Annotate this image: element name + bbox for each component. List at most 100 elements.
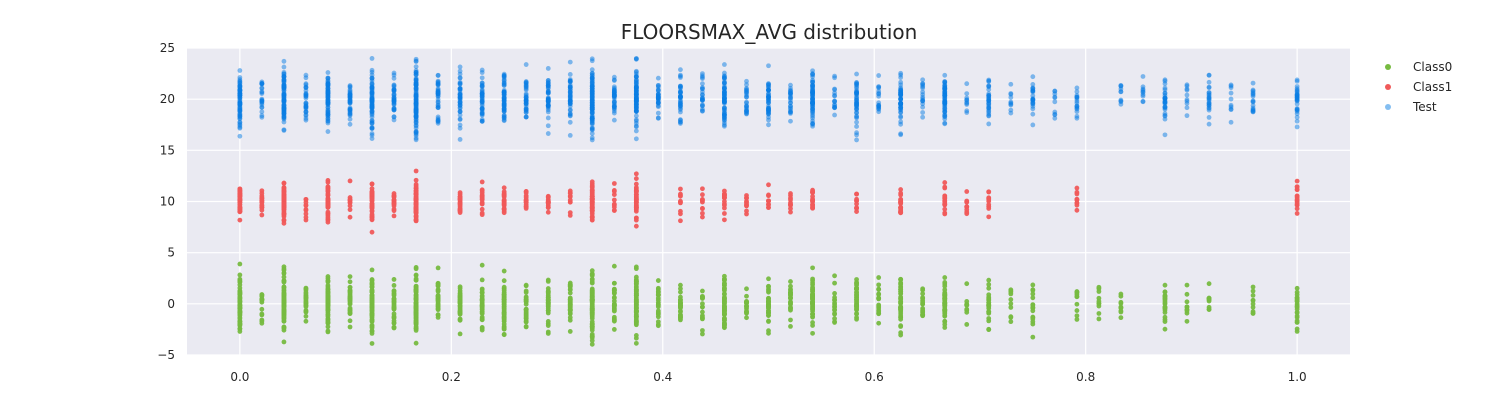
data-point (1250, 98, 1256, 104)
data-point (501, 107, 507, 113)
data-point (303, 197, 309, 202)
data-point (501, 311, 507, 317)
data-point (744, 94, 749, 100)
data-point (832, 93, 837, 99)
data-point (501, 75, 507, 81)
data-point (347, 207, 353, 213)
y-tick-label: 5 (167, 246, 175, 260)
data-point (942, 210, 948, 216)
data-point (986, 78, 992, 84)
data-point (854, 94, 859, 100)
data-point (898, 82, 904, 88)
data-point (898, 105, 904, 111)
data-point (678, 85, 683, 91)
data-point (678, 107, 683, 112)
data-point (633, 292, 639, 298)
data-point (391, 283, 397, 288)
data-point (964, 211, 970, 217)
data-point (898, 282, 904, 287)
data-point (479, 286, 485, 292)
data-point (876, 286, 882, 292)
data-point (1162, 314, 1168, 320)
data-point (1074, 106, 1080, 112)
data-point (1074, 191, 1080, 197)
data-point (964, 97, 970, 103)
data-point (259, 207, 265, 213)
data-point (347, 121, 353, 127)
data-point (347, 178, 353, 184)
data-point (611, 88, 617, 94)
data-point (678, 313, 683, 319)
data-point (1118, 83, 1124, 88)
data-point (766, 312, 771, 318)
data-point (986, 309, 992, 315)
data-point (744, 193, 749, 198)
data-point (700, 92, 705, 98)
data-point (744, 208, 749, 214)
data-point (854, 113, 859, 119)
data-point (766, 276, 771, 282)
data-point (545, 204, 551, 210)
data-point (942, 283, 948, 289)
x-tick-label: 1.0 (1288, 370, 1307, 384)
data-point (722, 211, 727, 216)
data-point (744, 111, 749, 117)
data-point (920, 312, 926, 318)
data-point (259, 89, 265, 95)
data-point (347, 116, 353, 122)
data-point (1118, 315, 1124, 321)
data-point (766, 288, 771, 294)
data-point (633, 189, 639, 195)
data-point (700, 301, 705, 307)
data-point (369, 99, 375, 105)
data-point (479, 311, 485, 317)
data-point (545, 131, 551, 136)
data-point (633, 68, 639, 74)
data-point (722, 62, 727, 67)
data-point (678, 211, 683, 217)
data-point (964, 281, 970, 287)
data-point (920, 291, 926, 297)
data-point (854, 291, 859, 297)
y-tick-label: 20 (160, 92, 175, 106)
data-point (986, 292, 992, 298)
data-point (303, 103, 309, 109)
data-point (413, 340, 419, 346)
data-point (523, 114, 529, 120)
data-point (501, 185, 507, 191)
data-point (457, 309, 463, 314)
data-point (237, 108, 243, 114)
data-point (523, 308, 529, 314)
data-point (1294, 184, 1300, 190)
data-point (479, 289, 485, 295)
data-point (788, 109, 793, 115)
data-point (435, 315, 441, 320)
data-point (523, 109, 529, 115)
data-point (722, 75, 727, 81)
data-point (567, 284, 573, 290)
data-point (678, 103, 683, 108)
data-point (1184, 318, 1190, 324)
data-point (589, 312, 595, 318)
data-point (942, 290, 948, 296)
data-point (611, 263, 617, 269)
data-point (1030, 101, 1036, 107)
data-point (479, 93, 485, 99)
data-point (722, 291, 727, 297)
data-point (1030, 93, 1036, 99)
data-point (920, 299, 926, 305)
data-point (523, 103, 529, 109)
data-point (1294, 304, 1300, 310)
data-point (722, 217, 727, 223)
data-point (523, 194, 529, 200)
data-point (501, 268, 507, 274)
data-point (545, 123, 551, 129)
data-point (810, 278, 815, 283)
data-point (1250, 284, 1256, 290)
data-point (589, 110, 595, 116)
data-point (391, 296, 397, 302)
data-point (1250, 87, 1256, 93)
data-point (413, 137, 419, 143)
data-point (1118, 101, 1124, 107)
data-point (369, 216, 375, 222)
